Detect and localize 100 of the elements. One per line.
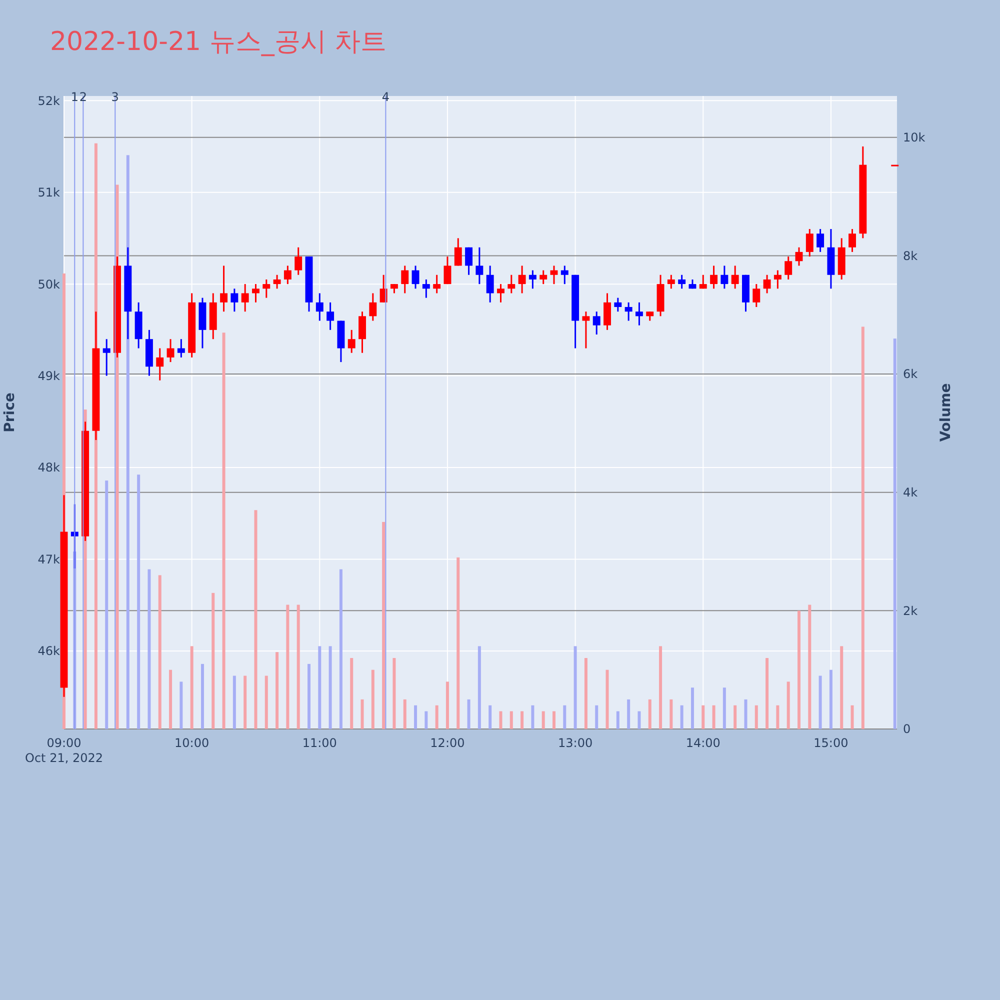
candlestick [763, 274, 771, 294]
bar [137, 474, 140, 729]
bar [690, 688, 694, 729]
candlestick [412, 264, 420, 290]
bar [798, 610, 800, 729]
chart-title: 2022-10-21 뉴스_공시 차트 [50, 27, 387, 57]
bar [446, 682, 449, 729]
candlestick [560, 264, 568, 285]
candlestick [262, 278, 270, 299]
bar [766, 658, 769, 729]
candlestick [177, 338, 185, 358]
candlestick [784, 256, 792, 280]
bar [574, 646, 577, 729]
bar [424, 711, 428, 729]
bar [371, 670, 374, 729]
candlestick [433, 274, 441, 294]
bar [222, 332, 226, 729]
bar [200, 664, 204, 729]
x-tick-label: 14:00 [686, 736, 720, 750]
bar [478, 646, 481, 729]
candlestick [550, 264, 558, 285]
bar [382, 522, 386, 729]
ref-line-label: 1 [70, 90, 78, 104]
candlestick [465, 246, 473, 276]
bar [680, 705, 684, 729]
bar [606, 670, 609, 729]
y2-tick-label: 2k [903, 604, 918, 618]
bar [818, 676, 822, 729]
candlestick [720, 264, 728, 290]
bar [829, 670, 832, 729]
bar [542, 711, 545, 729]
candlestick [497, 283, 504, 304]
bar [232, 676, 236, 729]
candlestick [699, 274, 707, 290]
candlestick [444, 256, 452, 285]
bar [531, 705, 534, 729]
y2-axis-title: Volume [938, 383, 954, 442]
bar [350, 658, 354, 729]
y-tick-label: 48k [38, 460, 60, 475]
candlestick [273, 274, 281, 290]
candlestick [230, 288, 238, 312]
bar [414, 705, 418, 729]
bar [435, 705, 438, 729]
ref-line-label: 4 [382, 90, 390, 104]
bar [627, 699, 630, 729]
bar [563, 705, 566, 729]
bar [776, 705, 780, 729]
x-tick-label: 09:00 Oct 21, 2022 [25, 736, 103, 765]
candlestick [592, 310, 600, 336]
candlestick [582, 310, 590, 350]
bar [392, 658, 396, 729]
bar [308, 664, 310, 729]
x-tick-label: 15:00 [814, 736, 848, 750]
y2-tick-label: 6k [903, 367, 918, 382]
candlestick [102, 338, 110, 377]
y2-tick-label: 0 [903, 722, 911, 736]
bar [318, 646, 322, 729]
candlestick [774, 270, 782, 290]
y2-tick-label: 10k [903, 130, 926, 145]
y-axis-title: Price [2, 392, 18, 432]
candlestick [156, 348, 164, 382]
bar [638, 711, 641, 729]
bar [786, 682, 790, 729]
bar [467, 699, 470, 729]
bar [595, 705, 598, 729]
candlestick [816, 228, 824, 253]
y-tick-label: 46k [38, 644, 60, 658]
candlestick [635, 302, 643, 326]
candlestick [614, 297, 622, 312]
bar [850, 705, 854, 729]
bar [648, 699, 652, 729]
ref-line-label: 3 [111, 90, 119, 104]
candlestick [678, 274, 686, 290]
candlestick [486, 264, 494, 304]
candlestick [731, 264, 739, 290]
candlestick [646, 310, 654, 322]
candlestick [422, 278, 430, 299]
bar [552, 711, 556, 729]
bar [488, 705, 492, 729]
y-tick-label: 52k [38, 94, 60, 108]
bar [808, 604, 812, 729]
x-tick-label: 12:00 [430, 736, 465, 750]
candlestick [752, 283, 760, 308]
candlestick [540, 270, 548, 285]
candlestick [284, 264, 292, 285]
bar [893, 338, 896, 729]
candlestick [252, 283, 260, 304]
candlestick [604, 292, 611, 331]
bar [328, 646, 332, 729]
candlestick [401, 264, 409, 294]
bar [456, 557, 460, 729]
bar [744, 699, 748, 729]
bar [659, 646, 662, 729]
candlestick [316, 292, 324, 322]
candlestick [667, 274, 675, 290]
y-tick-label: 49k [38, 369, 60, 384]
bar [722, 688, 726, 729]
candlestick [795, 246, 803, 266]
candlestick [476, 246, 484, 285]
bar [712, 705, 716, 729]
